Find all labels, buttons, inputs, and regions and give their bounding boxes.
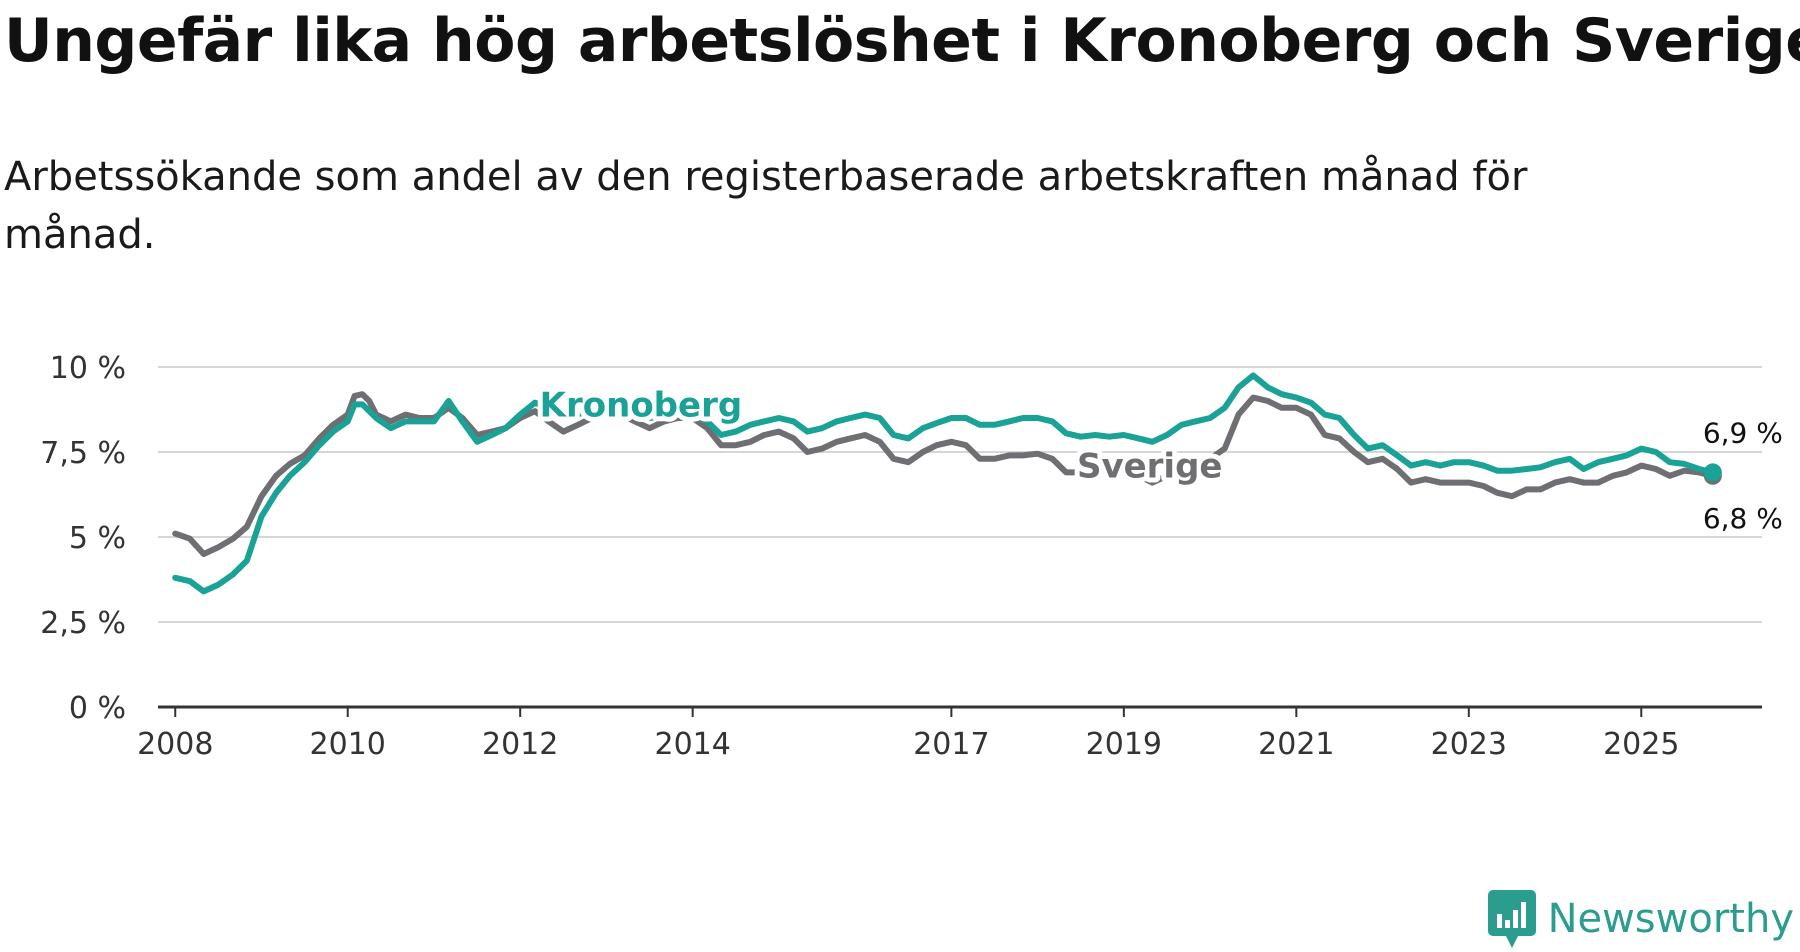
x-tick-label: 2010 <box>310 727 386 762</box>
end-value-label-sverige: 6,8 % <box>1703 502 1783 535</box>
x-tick-label: 2008 <box>137 727 213 762</box>
series-labels: 6,8 % 6,9 % Kronoberg Sverige <box>535 380 1783 535</box>
x-tick-label: 2017 <box>913 727 989 762</box>
x-axis-ticks: 2008 2010 2012 2014 2017 2019 2021 2023 2025 <box>137 707 1679 762</box>
newsworthy-logo-text: Newsworthy <box>1547 896 1794 942</box>
x-tick-label: 2023 <box>1431 727 1507 762</box>
series-label-sverige: Sverige <box>1077 447 1223 487</box>
x-tick-label: 2014 <box>654 727 730 762</box>
y-tick-label: 0 % <box>69 691 126 726</box>
y-tick-label: 7,5 % <box>40 436 126 471</box>
end-value-label-kronoberg: 6,9 % <box>1703 416 1783 449</box>
x-tick-label: 2021 <box>1258 727 1334 762</box>
x-tick-label: 2012 <box>482 727 558 762</box>
y-tick-label: 2,5 % <box>40 606 126 641</box>
newsworthy-logo[interactable]: Newsworthy <box>1487 886 1794 952</box>
end-point-kronoberg <box>1703 463 1722 482</box>
newsworthy-logo-icon <box>1487 890 1536 948</box>
series-lines <box>172 372 1722 595</box>
y-tick-label: 10 % <box>50 351 126 386</box>
x-tick-label: 2019 <box>1086 727 1162 762</box>
gridlines <box>158 366 1762 623</box>
x-tick-label: 2025 <box>1603 727 1679 762</box>
line-chart: 0 % 2,5 % 5 % 7,5 % 10 % 2008 2010 2012 2014 201… <box>40 351 1783 762</box>
series-label-kronoberg: Kronoberg <box>540 385 743 425</box>
series-line-sverige <box>172 391 1716 557</box>
chart-subtitle: Arbetssökande som andel av den registerb… <box>4 154 1528 258</box>
y-axis-ticks: 0 % 2,5 % 5 % 7,5 % 10 % <box>40 351 126 726</box>
chart-title: Ungefär lika hög arbetslöshet i Kronober… <box>4 6 1800 76</box>
series-line-kronoberg <box>172 372 1716 595</box>
y-tick-label: 5 % <box>69 521 126 556</box>
